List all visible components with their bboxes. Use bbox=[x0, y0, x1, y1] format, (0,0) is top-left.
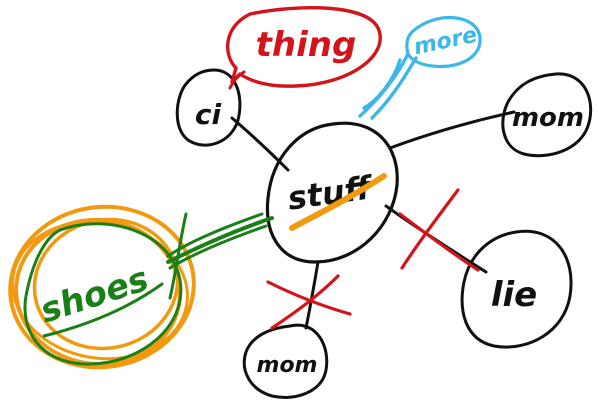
node-shoes-outline bbox=[23, 222, 183, 366]
node-more-top-label: more bbox=[412, 23, 480, 61]
node-more-top[interactable]: more bbox=[358, 16, 482, 120]
node-mom-bottom-outline bbox=[242, 323, 329, 399]
link-center-shoes bbox=[166, 212, 274, 300]
center-node-outline bbox=[265, 121, 399, 264]
node-mom-bottom-label: mom bbox=[257, 353, 318, 378]
node-lie[interactable]: lie bbox=[460, 229, 573, 349]
node-thing[interactable]: thing bbox=[225, 6, 382, 90]
cross-out-mom-bottom-link bbox=[266, 274, 352, 330]
node-thing-bubble bbox=[225, 6, 382, 88]
node-thing-bubble-tail bbox=[228, 70, 246, 90]
center-node-highlight bbox=[289, 173, 387, 231]
node-ci-label: ci bbox=[195, 98, 222, 131]
node-ci-outline bbox=[175, 68, 242, 147]
node-thing-label: thing bbox=[256, 25, 357, 65]
cross-out-lie-link bbox=[398, 188, 480, 272]
node-ci[interactable]: ci bbox=[175, 68, 242, 147]
link-center-mom bbox=[388, 110, 516, 150]
node-mom[interactable]: mom bbox=[501, 72, 593, 158]
node-mom-bottom[interactable]: mom bbox=[242, 323, 329, 399]
link-center-mom-bottom bbox=[304, 260, 320, 330]
node-more-top-bubble bbox=[405, 16, 482, 69]
connector-lines bbox=[230, 110, 516, 330]
node-more-top-bubble-tail bbox=[358, 52, 418, 120]
node-shoes-underline bbox=[42, 282, 164, 338]
node-mom-outline bbox=[501, 72, 593, 158]
node-mom-label: mom bbox=[512, 103, 584, 133]
node-lie-label: lie bbox=[491, 275, 537, 315]
node-lie-outline bbox=[460, 229, 573, 349]
center-node[interactable]: stuff bbox=[265, 121, 399, 264]
